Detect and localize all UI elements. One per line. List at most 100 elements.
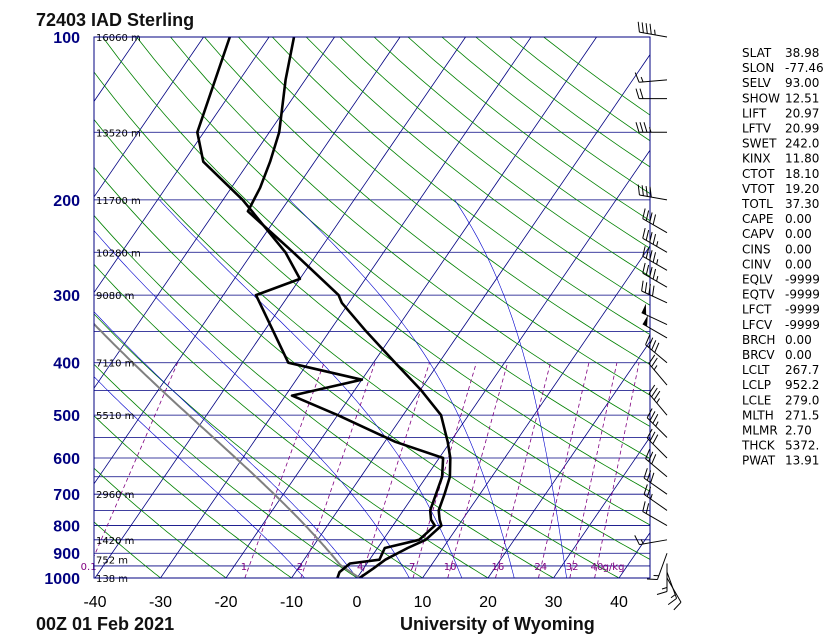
- wind-barb-flag: [650, 493, 653, 500]
- mixing-ratio-label: 24: [534, 562, 547, 573]
- wind-barb-flag: [645, 449, 651, 459]
- sounding-profiles: [196, 37, 452, 578]
- index-name: CAPE: [742, 212, 773, 226]
- wind-barb-staff: [639, 31, 668, 38]
- wind-barb-flag: [656, 275, 659, 282]
- index-value: 2.70: [785, 424, 812, 438]
- wind-barb-flag: [656, 259, 659, 265]
- index-name: LFCT: [742, 303, 772, 317]
- wind-barb-staff: [643, 493, 668, 511]
- wind-barb-flag: [646, 486, 652, 497]
- wind-barb-staff: [645, 458, 668, 478]
- index-name: VTOT: [742, 182, 775, 196]
- mixing-ratio-unit: g/kg: [603, 562, 625, 573]
- wind-barb-staff: [646, 417, 668, 438]
- index-value: -9999: [785, 318, 820, 332]
- wind-barb: [648, 354, 668, 386]
- temperature-tick-label: -30: [149, 594, 172, 611]
- temperature-tick-label: 20: [479, 594, 497, 611]
- index-name: BRCH: [742, 333, 775, 347]
- mixing-ratio-label: 2: [297, 562, 303, 573]
- isotherm-line: [94, 37, 270, 294]
- dry-adiabat-line: [94, 313, 423, 578]
- dry-adiabat-line: [272, 37, 650, 336]
- wind-barb-flag: [646, 470, 652, 481]
- wind-barb-staff: [645, 344, 668, 364]
- index-value: 18.10: [785, 167, 819, 181]
- index-value: 13.91: [785, 454, 819, 468]
- wind-barb-flag: [643, 468, 648, 479]
- chart-title: 72403 IAD Sterling: [36, 10, 194, 30]
- height-label: 5510 m: [96, 411, 134, 422]
- mixing-ratio-line: [244, 362, 325, 578]
- temperature-tick-label: 0: [353, 594, 362, 611]
- height-label: 11700 m: [96, 196, 141, 207]
- height-label: 1420 m: [96, 536, 134, 547]
- wind-barb-flag: [649, 232, 653, 243]
- index-name: SELV: [742, 76, 772, 90]
- index-name: LCLT: [742, 363, 770, 377]
- wind-barb-flag: [642, 208, 646, 219]
- wind-barb-flag: [652, 214, 657, 225]
- wind-barb-flag: [645, 185, 648, 197]
- wind-barb-flag: [648, 451, 654, 462]
- dry-adiabat-line: [305, 37, 650, 306]
- wind-barb: [642, 228, 668, 253]
- index-value: 12.51: [785, 91, 819, 105]
- wind-barb-flag: [652, 234, 657, 245]
- wind-barb-flag: [652, 285, 655, 297]
- moist-adiabat-line: [94, 376, 305, 578]
- wind-barb-staff: [639, 79, 668, 83]
- index-name: EQTV: [742, 288, 775, 302]
- parcel-path-line: [94, 322, 361, 578]
- wind-barb-flag: [639, 122, 644, 133]
- wind-barb: [646, 408, 668, 438]
- wind-barb-flag: [639, 88, 644, 99]
- temperature-tick-label: 10: [414, 594, 432, 611]
- wind-barb-staff: [642, 272, 668, 288]
- wind-barb-flag: [649, 127, 652, 133]
- index-name: CINS: [742, 242, 771, 256]
- temperature-tick-label: -10: [280, 594, 303, 611]
- wind-barb-flag: [654, 342, 660, 353]
- wind-barb-flag: [650, 472, 655, 483]
- pressure-tick-label: 800: [53, 519, 80, 536]
- wind-barb-flag: [649, 23, 652, 35]
- moist-adiabat-line: [289, 199, 515, 578]
- mixing-ratio-line: [300, 362, 376, 578]
- wind-barb: [656, 563, 668, 595]
- wind-barb-flag: [649, 266, 653, 278]
- index-value: 20.97: [785, 106, 819, 120]
- dry-adiabat-line: [94, 166, 620, 578]
- mixing-ratio-line: [538, 362, 590, 578]
- mixing-ratio-line: [360, 362, 430, 578]
- wind-barb-flag: [642, 228, 646, 239]
- index-name: CTOT: [742, 167, 775, 181]
- mixing-ratio-label: 16: [491, 562, 504, 573]
- dry-adiabat-line: [94, 118, 650, 560]
- isotherm-line: [94, 37, 401, 485]
- wind-barb-flag: [641, 280, 644, 292]
- wind-barb-staff: [643, 477, 668, 495]
- pressure-axis: 100 200 300 400 500 600 700 800 900 1000: [44, 30, 80, 588]
- temperature-tick-label: 40: [610, 594, 628, 611]
- wind-barb-staff: [639, 539, 668, 546]
- height-label: 13520 m: [96, 128, 141, 139]
- height-label: 752 m: [96, 556, 128, 567]
- wind-barb: [635, 88, 667, 100]
- wind-barb-flag: [645, 248, 650, 259]
- wind-barb-staff: [656, 553, 668, 580]
- wind-barb-flag: [637, 21, 640, 33]
- wind-barb-flag: [652, 252, 657, 263]
- mixing-ratio-label: 7: [409, 562, 415, 573]
- wind-barb-flag: [648, 384, 656, 394]
- plot-frame: [93, 36, 651, 579]
- wind-barb-flag: [649, 212, 653, 223]
- height-label: 10280 m: [96, 248, 141, 259]
- wind-barb-staff: [641, 312, 668, 325]
- wind-barb-flag: [652, 413, 659, 424]
- pressure-tick-label: 200: [53, 193, 80, 210]
- wind-barb-flag: [648, 337, 654, 348]
- mixing-ratio-line: [495, 362, 551, 578]
